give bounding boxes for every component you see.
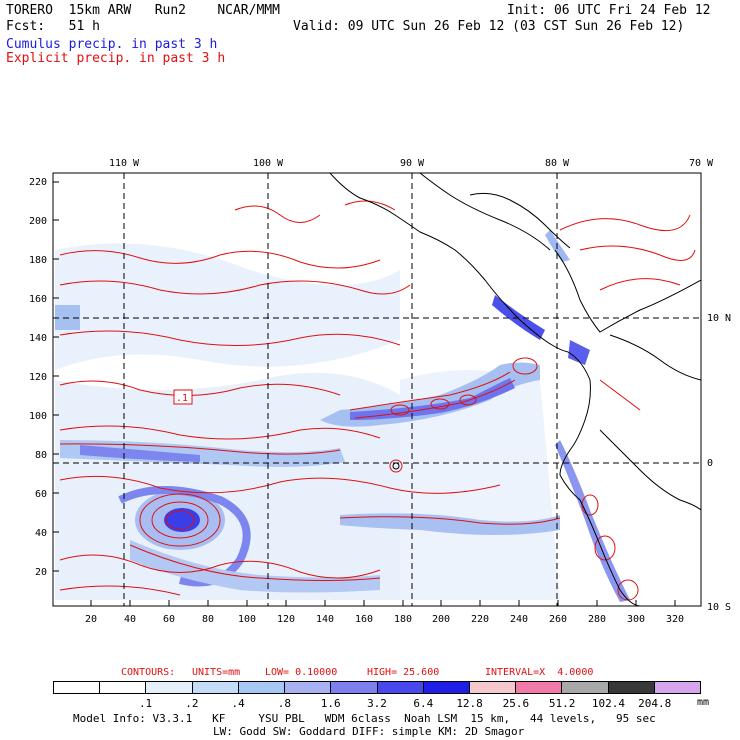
x-tick-label: 100 <box>238 614 256 625</box>
x-tick-label: 240 <box>510 614 528 625</box>
colorbar-segment <box>654 682 701 693</box>
precip-fill-layer <box>53 173 701 606</box>
y-tick-label: 20 <box>35 567 47 578</box>
lat-label: 10 N <box>707 313 731 324</box>
y-tick-label: 160 <box>29 294 47 305</box>
colorbar-label: 25.6 <box>502 697 530 710</box>
colorbar-label: 204.8 <box>638 697 672 710</box>
init-time: Init: 06 UTC Fri 24 Feb 12 <box>507 3 711 18</box>
y-tick-label: 180 <box>29 255 47 266</box>
valid-time: Valid: 09 UTC Sun 26 Feb 12 (03 CST Sun … <box>293 19 685 34</box>
title-left: TORERO 15km ARW Run2 NCAR/MMM <box>6 3 280 18</box>
colorbar-label: .2 <box>185 697 199 710</box>
x-tick-label: 320 <box>666 614 684 625</box>
x-tick-label: 280 <box>588 614 606 625</box>
colorbar-unit: mm <box>697 697 710 708</box>
lon-label: 90 W <box>400 158 425 169</box>
colorbar-segment <box>608 682 655 693</box>
y-tick-label: 120 <box>29 372 47 383</box>
x-tick-label: 180 <box>394 614 412 625</box>
axis-ticks <box>53 181 676 606</box>
x-tick-label: 80 <box>202 614 214 625</box>
y-tick-label: 220 <box>29 177 47 188</box>
colorbar-segment <box>562 682 609 693</box>
lat-lon-grid <box>53 173 701 606</box>
contours-units: UNITS=mm <box>192 667 241 678</box>
colorbar <box>53 681 701 694</box>
colorbar-segment <box>192 682 239 693</box>
contours-high: HIGH= 25.600 <box>367 667 440 678</box>
x-tick-label: 200 <box>432 614 450 625</box>
colorbar-label: 1.6 <box>320 697 341 710</box>
colorbar-label: 3.2 <box>367 697 387 710</box>
x-tick-label: 140 <box>316 614 334 625</box>
colorbar-label: 51.2 <box>548 697 576 710</box>
x-tick-label: 260 <box>549 614 567 625</box>
colorbar-segment <box>516 682 563 693</box>
colorbar-label: .8 <box>277 697 292 710</box>
colorbar-label: 102.4 <box>591 697 625 710</box>
colorbar-label: .1 <box>138 697 153 710</box>
precip-map: .1 110 W 100 W 90 W 80 W 70 W 10 N 0 10 … <box>29 158 731 625</box>
x-tick-label: 300 <box>627 614 645 625</box>
colorbar-segment <box>423 682 470 693</box>
colorbar-label: 6.4 <box>413 697 434 710</box>
forecast-hour: Fcst: 51 h <box>6 19 100 34</box>
lat-label: 10 S <box>707 602 731 613</box>
colorbar-segment <box>146 682 193 693</box>
contours-label: CONTOURS: <box>121 667 176 678</box>
contour-info: CONTOURS: UNITS=mm LOW= 0.10000 HIGH= 25… <box>0 667 740 681</box>
lat-label: 0 <box>707 458 713 469</box>
x-tick-label: 220 <box>471 614 489 625</box>
colorbar-segment <box>331 682 378 693</box>
explicit-legend: Explicit precip. in past 3 h <box>6 51 226 66</box>
explicit-contours <box>59 200 696 601</box>
y-tick-label: 200 <box>29 216 47 227</box>
contours-low: LOW= 0.10000 <box>265 667 338 678</box>
contour-label: .1 <box>176 393 188 404</box>
model-info: Model Info: V3.3.1 KF YSU PBL WDM 6class… <box>73 712 656 725</box>
model-physics: LW: Godd SW: Goddard DIFF: simple KM: 2D… <box>213 725 525 738</box>
x-tick-label: 160 <box>355 614 373 625</box>
cumulus-legend: Cumulus precip. in past 3 h <box>6 37 218 52</box>
colorbar-segment <box>100 682 147 693</box>
coastlines <box>329 173 701 606</box>
contour-label-box <box>173 389 193 405</box>
colorbar-label: .4 <box>231 697 245 710</box>
y-tick-label: 100 <box>29 411 47 422</box>
contours-interval: INTERVAL=X 4.0000 <box>485 667 594 678</box>
y-tick-label: 60 <box>35 489 47 500</box>
x-tick-label: 60 <box>163 614 175 625</box>
x-tick-label: 40 <box>124 614 136 625</box>
colorbar-segment <box>285 682 332 693</box>
colorbar-segment <box>377 682 424 693</box>
colorbar-segment <box>54 682 101 693</box>
map-frame <box>52 172 702 607</box>
lon-label: 80 W <box>545 158 570 169</box>
x-tick-label: 120 <box>277 614 295 625</box>
lon-label: 100 W <box>253 158 284 169</box>
lon-label: 110 W <box>109 158 140 169</box>
y-tick-label: 80 <box>35 450 47 461</box>
colorbar-label: 12.8 <box>456 697 483 710</box>
y-tick-label: 40 <box>35 528 47 539</box>
y-tick-label: 140 <box>29 333 47 344</box>
lon-label: 70 W <box>689 158 714 169</box>
x-tick-label: 20 <box>85 614 97 625</box>
colorbar-segment <box>238 682 286 693</box>
colorbar-segment <box>469 682 517 693</box>
